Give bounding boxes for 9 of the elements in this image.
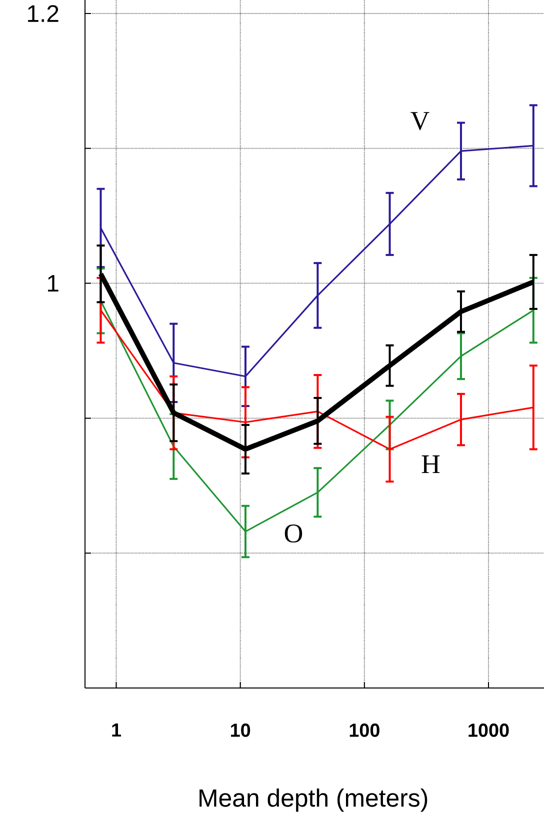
x-axis-title: Mean depth (meters): [200, 788, 428, 812]
x-tick-label: 10: [230, 724, 250, 737]
x-tick-label: 1: [112, 724, 121, 737]
y-tick-label: 1.2: [28, 5, 58, 22]
series-label: O: [284, 524, 302, 543]
x-tick-label: 100: [350, 724, 380, 737]
series-label: H: [422, 455, 440, 474]
x-tick-label: 1000: [468, 724, 509, 737]
series-label: V: [410, 112, 430, 130]
